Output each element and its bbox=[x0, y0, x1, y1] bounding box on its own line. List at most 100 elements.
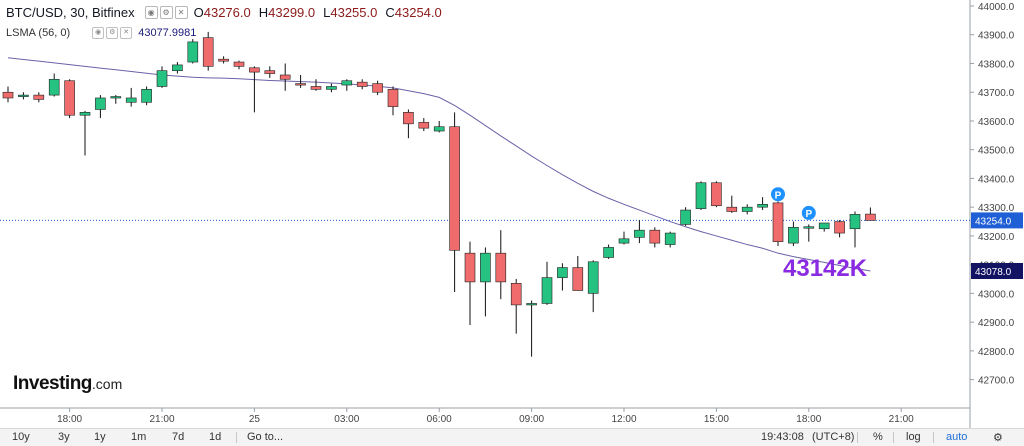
candle-body bbox=[618, 238, 630, 244]
p-marker bbox=[771, 187, 785, 202]
ohlc-high: H43299.0 bbox=[258, 4, 316, 20]
candle-body bbox=[202, 37, 214, 67]
x-tick-label: 06:00 bbox=[427, 414, 452, 425]
candle-body bbox=[295, 83, 306, 86]
y-tick-label: 43300.0 bbox=[978, 203, 1015, 214]
candle-body bbox=[433, 126, 445, 132]
x-tick-label: 21:00 bbox=[889, 414, 914, 425]
candle-body bbox=[680, 209, 691, 225]
range-1m-button[interactable]: 1m bbox=[131, 431, 147, 443]
indicator-legend: LSMA (56, 0) ◉ ⚙ ✕ 43077.9981 bbox=[0, 24, 196, 42]
candle-body bbox=[711, 182, 722, 207]
auto-button[interactable]: auto bbox=[946, 431, 968, 443]
y-tick-label: 43700.0 bbox=[978, 88, 1015, 99]
y-tick-label: 43900.0 bbox=[978, 31, 1015, 42]
candle-body bbox=[48, 78, 60, 96]
candle-body bbox=[79, 112, 91, 116]
y-tick-label: 43500.0 bbox=[978, 146, 1015, 157]
candle-body bbox=[341, 80, 353, 86]
candle-body bbox=[387, 89, 399, 107]
y-tick-label: 43000.0 bbox=[978, 289, 1015, 300]
candle-body bbox=[526, 303, 537, 306]
candle-body bbox=[541, 277, 553, 304]
candle-body bbox=[480, 252, 491, 283]
candle-body bbox=[464, 252, 476, 283]
candle-body bbox=[834, 221, 845, 234]
candle-body bbox=[803, 226, 815, 229]
close-icon[interactable]: ✕ bbox=[174, 5, 188, 19]
bottom-toolbar: 10y 3y 1y 1m 7d 1d Go to... 19:43:08 (UT… bbox=[0, 428, 1024, 446]
candle-body bbox=[849, 214, 861, 230]
candle-body bbox=[495, 252, 507, 283]
x-tick-label: 12:00 bbox=[611, 414, 636, 425]
annotation-text: 43142K bbox=[783, 255, 868, 282]
clock-time: 19:43:08 bbox=[761, 431, 804, 443]
y-tick-label: 42700.0 bbox=[978, 376, 1015, 387]
p-marker bbox=[801, 205, 816, 220]
p-marker-label: P bbox=[775, 190, 782, 201]
candle-body bbox=[603, 247, 614, 258]
y-tick-label: 44000.0 bbox=[978, 2, 1015, 13]
candle-body bbox=[557, 267, 568, 278]
last-price-badge bbox=[971, 212, 1023, 229]
candle-body bbox=[356, 81, 368, 87]
range-7d-button[interactable]: 7d bbox=[172, 431, 185, 443]
range-1d-button[interactable]: 1d bbox=[209, 431, 222, 443]
candle-body bbox=[233, 61, 245, 67]
symbol-label[interactable]: BTC/USD, 30, Bitfinex bbox=[6, 4, 135, 20]
indicator-settings-icon[interactable]: ⚙ bbox=[106, 27, 119, 39]
candle-body bbox=[865, 213, 876, 221]
y-tick-label: 43600.0 bbox=[978, 117, 1015, 128]
settings-gear-icon[interactable]: ⚙ bbox=[993, 432, 1003, 444]
x-tick-label: 21:00 bbox=[149, 414, 174, 425]
timezone-button[interactable]: (UTC+8) bbox=[812, 431, 855, 443]
candle-body bbox=[695, 182, 707, 209]
range-1y-button[interactable]: 1y bbox=[94, 431, 106, 443]
ohlc-low: L43255.0 bbox=[323, 4, 378, 20]
candle-body bbox=[664, 232, 676, 245]
candle-body bbox=[510, 283, 522, 306]
y-tick-label: 43800.0 bbox=[978, 59, 1015, 70]
log-button[interactable]: log bbox=[906, 431, 921, 443]
indicator-close-icon[interactable]: ✕ bbox=[120, 27, 133, 39]
ohlc-close: C43254.0 bbox=[385, 4, 442, 20]
candle-body bbox=[449, 126, 460, 251]
candle-body bbox=[572, 267, 584, 291]
x-tick-label: 09:00 bbox=[519, 414, 544, 425]
x-tick-label: 15:00 bbox=[704, 414, 729, 425]
candle-body bbox=[310, 86, 322, 90]
candle-body bbox=[634, 229, 645, 238]
candle-body bbox=[788, 227, 799, 244]
candle-body bbox=[741, 206, 753, 212]
indicator-name[interactable]: LSMA (56, 0) bbox=[6, 27, 71, 39]
y-tick-label: 42800.0 bbox=[978, 347, 1015, 358]
lsma-price-label: 43078.0 bbox=[975, 267, 1012, 278]
ohlc-open: O43276.0 bbox=[193, 4, 251, 20]
p-marker-label: P bbox=[805, 209, 812, 220]
indicator-value: 43077.9981 bbox=[138, 27, 197, 39]
candle-body bbox=[33, 94, 45, 100]
candle-body bbox=[726, 206, 738, 212]
range-3y-button[interactable]: 3y bbox=[58, 431, 70, 443]
settings-icon[interactable]: ⚙ bbox=[159, 5, 173, 19]
candle-body bbox=[218, 58, 229, 62]
range-10y-button[interactable]: 10y bbox=[12, 431, 30, 443]
candle-body bbox=[772, 202, 784, 242]
percent-button[interactable]: % bbox=[873, 431, 883, 443]
candle-body bbox=[372, 83, 383, 93]
candle-body bbox=[418, 122, 430, 129]
hide-icon[interactable]: ◉ bbox=[144, 5, 158, 19]
candle-body bbox=[279, 74, 291, 80]
y-tick-label: 42900.0 bbox=[978, 318, 1015, 329]
indicator-hide-icon[interactable]: ◉ bbox=[92, 27, 105, 39]
goto-button[interactable]: Go to... bbox=[247, 431, 284, 443]
candle-body bbox=[141, 89, 152, 103]
candle-body bbox=[156, 70, 168, 87]
candle-body bbox=[587, 261, 599, 294]
candle-body bbox=[649, 229, 661, 244]
candle-body bbox=[264, 70, 276, 74]
chart-header: BTC/USD, 30, Bitfinex ◉ ⚙ ✕ O43276.0 H43… bbox=[0, 0, 450, 24]
candle-body bbox=[249, 67, 260, 73]
candle-body bbox=[403, 112, 414, 125]
